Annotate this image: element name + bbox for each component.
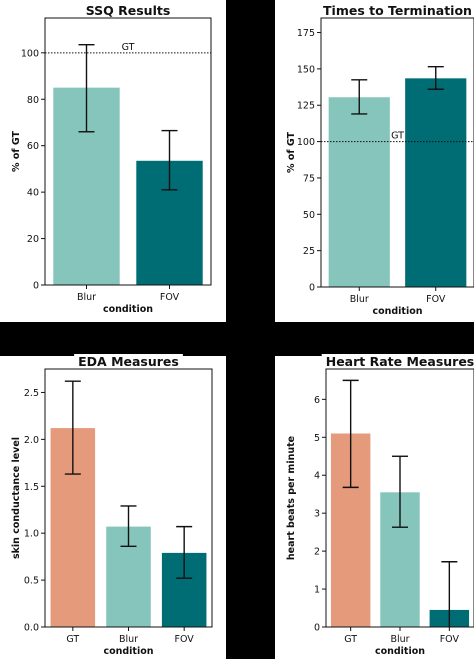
y-tick-label: 2.5 <box>24 388 39 399</box>
x-tick-label: FOV <box>160 292 180 303</box>
y-tick-label: 6 <box>314 395 320 406</box>
plot-frame <box>44 17 212 286</box>
panel-letter: ) <box>2 359 14 389</box>
panel-background <box>275 356 474 659</box>
chart-panel-4: ) Heart Rate Measures 0 1 2 3 4 5 6 GT Blur FOV cond… <box>275 354 474 659</box>
bar-fov <box>405 78 467 287</box>
y-tick-label: 100 <box>21 48 39 59</box>
chart-title: SSQ Results <box>86 3 171 18</box>
title-background <box>81 3 175 18</box>
title-background <box>74 354 183 369</box>
y-tick-label: 0 <box>314 623 320 634</box>
chart-title: EDA Measures <box>78 354 179 369</box>
y-axis-label: heart beats per minute <box>286 436 297 560</box>
x-tick-label: Blur <box>119 634 138 645</box>
x-axis-label: condition <box>103 304 153 315</box>
x-tick-label: FOV <box>175 634 195 645</box>
panel-letter: a) <box>2 5 31 35</box>
title-background <box>321 354 474 369</box>
y-tick-label: 175 <box>297 28 315 39</box>
x-axis-label: condition <box>372 306 422 317</box>
plot-frame <box>320 17 474 288</box>
y-tick-label: 20 <box>27 234 39 245</box>
x-axis-label: condition <box>103 646 153 657</box>
y-tick-label: 1.5 <box>24 482 39 493</box>
chart-panel-3: ) EDA Measures 0.0 0.5 1.0 1.5 2.0 2.5 GT Blur FOV… <box>0 354 226 659</box>
y-axis-label: % of GT <box>11 131 22 172</box>
y-tick-label: 125 <box>297 101 315 112</box>
chart-panel-2: ) Times to Termination GT 0 25 50 75 100 125 150 1… <box>275 0 474 322</box>
panel-letter: ) <box>278 359 290 389</box>
y-tick-label: 75 <box>303 173 315 184</box>
x-tick-label: FOV <box>426 294 446 305</box>
y-tick-label: 1.0 <box>24 529 39 540</box>
bar-blur <box>328 97 390 288</box>
y-tick-label: 0 <box>33 281 39 292</box>
panel-letter: ) <box>278 5 290 35</box>
x-tick-label: GT <box>344 634 357 645</box>
x-tick-label: Blur <box>77 292 96 303</box>
y-tick-label: 2.0 <box>24 435 39 446</box>
y-axis-label: skin conductance level <box>11 437 22 559</box>
y-tick-label: 2 <box>314 547 320 558</box>
x-tick-label: Blur <box>350 294 369 305</box>
y-tick-label: 0.5 <box>24 576 39 587</box>
chart-title: Times to Termination <box>323 3 472 18</box>
y-tick-label: 4 <box>314 471 320 482</box>
y-tick-label: 40 <box>27 188 39 199</box>
reference-line-label: GT <box>122 42 135 53</box>
x-tick-label: GT <box>66 634 79 645</box>
y-tick-label: 50 <box>303 210 315 221</box>
y-tick-label: 0 <box>309 283 315 294</box>
y-tick-label: 150 <box>297 64 315 75</box>
chart-panel-1: a) SSQ Results GT 0 20 40 60 80 100 Blur FOV condit… <box>0 0 226 322</box>
x-axis-label: condition <box>375 646 425 657</box>
y-tick-label: 100 <box>297 137 315 148</box>
y-tick-label: 0.0 <box>24 623 39 634</box>
x-tick-label: FOV <box>440 634 460 645</box>
y-tick-label: 3 <box>314 509 320 520</box>
x-tick-label: Blur <box>390 634 409 645</box>
y-tick-label: 25 <box>303 246 315 257</box>
chart-title: Heart Rate Measures <box>326 354 474 369</box>
y-tick-label: 5 <box>314 433 320 444</box>
reference-line-label: GT <box>391 131 404 142</box>
y-tick-label: 80 <box>27 95 39 106</box>
y-axis-label: % of GT <box>286 132 297 173</box>
y-tick-label: 1 <box>314 585 320 596</box>
title-background <box>319 3 474 18</box>
y-tick-label: 60 <box>27 141 39 152</box>
